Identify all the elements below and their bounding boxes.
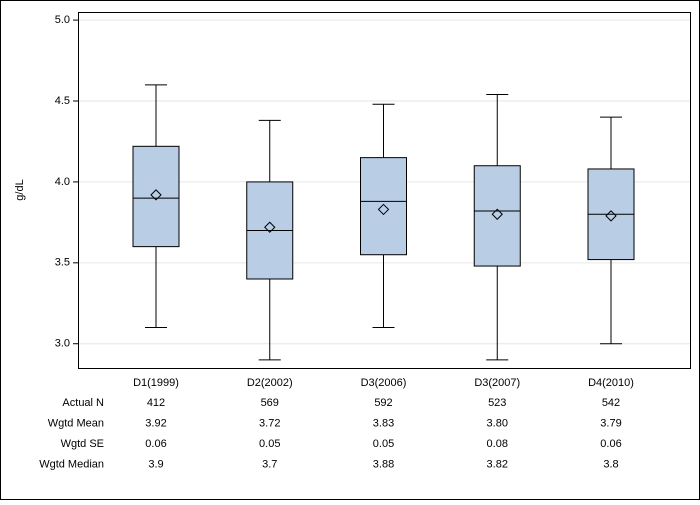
row-label: Wgtd Median (39, 458, 104, 470)
box (132, 145, 180, 248)
y-tick-label: 5.0 (55, 14, 70, 26)
mean-marker (491, 208, 503, 220)
table-cell: 592 (374, 397, 392, 409)
x-tick-label: D1(1999) (133, 377, 179, 389)
mean-marker (264, 221, 276, 233)
x-tick-label: D4(2010) (588, 377, 634, 389)
mean-marker (377, 203, 390, 216)
table-cell: 523 (488, 397, 506, 409)
table-cell: 0.06 (145, 438, 166, 450)
box (360, 157, 407, 256)
y-tick-label: 3.5 (55, 257, 70, 269)
mean-marker (150, 189, 162, 201)
y-tick-label: 3.0 (55, 338, 70, 350)
plot-frame (78, 12, 691, 369)
row-label: Wgtd Mean (48, 417, 104, 429)
row-label: Actual N (62, 397, 104, 409)
table-cell: 3.79 (600, 417, 621, 429)
table-cell: 569 (261, 397, 279, 409)
table-cell: 3.8 (603, 458, 618, 470)
x-tick-label: D3(2006) (361, 377, 407, 389)
table-cell: 542 (602, 397, 620, 409)
y-tick-label: 4.0 (55, 176, 70, 188)
table-cell: 3.82 (487, 458, 508, 470)
table-cell: 0.05 (259, 438, 280, 450)
mean-marker (605, 210, 617, 222)
table-cell: 3.7 (262, 458, 277, 470)
table-cell: 0.05 (373, 438, 394, 450)
table-cell: 3.9 (148, 458, 163, 470)
table-cell: 0.08 (487, 438, 508, 450)
box (473, 165, 521, 267)
y-axis-label: g/dL (14, 179, 26, 200)
row-label: Wgtd SE (61, 438, 104, 450)
table-cell: 3.88 (373, 458, 394, 470)
y-tick-label: 4.5 (55, 95, 70, 107)
x-tick-label: D2(2002) (247, 377, 293, 389)
table-cell: 0.06 (600, 438, 621, 450)
table-cell: 3.80 (487, 417, 508, 429)
table-cell: 412 (147, 397, 165, 409)
table-cell: 3.92 (145, 417, 166, 429)
table-cell: 3.72 (259, 417, 280, 429)
table-cell: 3.83 (373, 417, 394, 429)
x-tick-label: D3(2007) (474, 377, 520, 389)
